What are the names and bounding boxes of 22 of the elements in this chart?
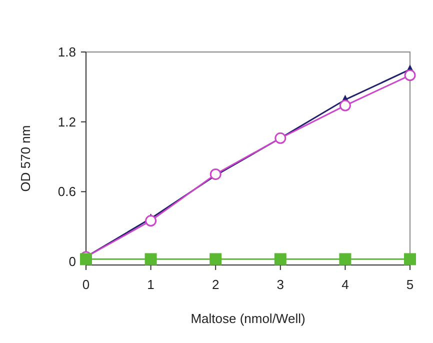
point [145,215,157,227]
x-tick-label: 5 [406,277,414,292]
point [404,253,416,266]
point [210,253,222,266]
point [404,70,416,82]
point [339,100,351,112]
point [274,253,286,266]
point [274,132,286,144]
point [339,253,352,266]
x-tick-label: 4 [342,277,349,292]
y-tick-label: 1.8 [58,44,76,60]
x-axis-title: Maltose (nmol/Well) [190,311,306,326]
x-tick-label: 1 [147,277,154,292]
y-tick-label: 0 [68,254,76,270]
point [80,253,92,266]
point [144,253,157,266]
x-tick-label: 3 [276,277,284,292]
x-tick-label: 2 [212,277,220,292]
y-axis-title: OD 570 nm [18,125,33,192]
x-tick-label: 0 [82,277,90,292]
y-tick-label: 1.2 [58,114,76,130]
y-tick-label: 0.6 [58,184,76,200]
